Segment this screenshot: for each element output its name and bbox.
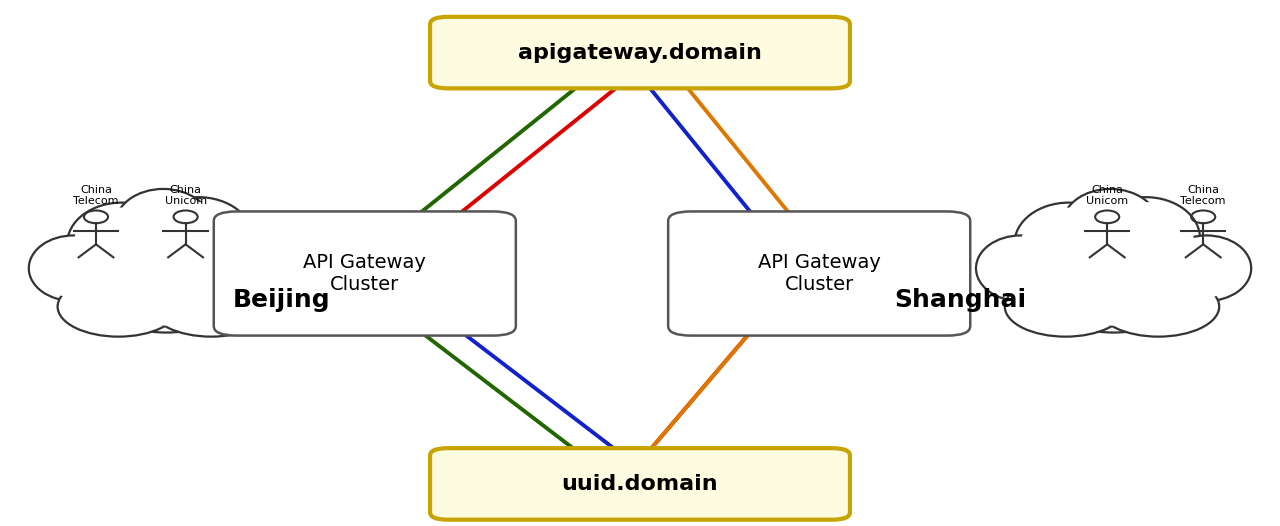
- Ellipse shape: [1014, 203, 1124, 285]
- Ellipse shape: [67, 203, 177, 285]
- FancyBboxPatch shape: [214, 211, 516, 336]
- Ellipse shape: [1091, 197, 1201, 279]
- Ellipse shape: [58, 277, 179, 337]
- Ellipse shape: [65, 280, 172, 333]
- Ellipse shape: [143, 197, 253, 279]
- Text: China
Telecom: China Telecom: [73, 185, 119, 206]
- Ellipse shape: [74, 208, 169, 280]
- Ellipse shape: [1105, 280, 1212, 333]
- Ellipse shape: [1025, 218, 1202, 332]
- FancyBboxPatch shape: [668, 211, 970, 336]
- Ellipse shape: [29, 236, 119, 301]
- Ellipse shape: [78, 218, 255, 332]
- Ellipse shape: [1098, 277, 1220, 337]
- Ellipse shape: [1069, 193, 1153, 256]
- FancyBboxPatch shape: [430, 17, 850, 88]
- Ellipse shape: [151, 277, 273, 337]
- Ellipse shape: [157, 280, 265, 333]
- Ellipse shape: [151, 202, 246, 274]
- Text: Shanghai: Shanghai: [893, 288, 1027, 312]
- Ellipse shape: [1012, 280, 1119, 333]
- Ellipse shape: [1036, 225, 1190, 326]
- Ellipse shape: [88, 225, 244, 326]
- Text: China
Unicom: China Unicom: [165, 185, 206, 206]
- Text: Beijing: Beijing: [233, 288, 330, 312]
- Ellipse shape: [1021, 208, 1116, 280]
- FancyBboxPatch shape: [430, 448, 850, 520]
- Ellipse shape: [982, 239, 1060, 297]
- Ellipse shape: [120, 193, 205, 256]
- Text: apigateway.domain: apigateway.domain: [518, 43, 762, 63]
- Ellipse shape: [1005, 277, 1126, 337]
- Ellipse shape: [215, 236, 305, 301]
- Text: uuid.domain: uuid.domain: [562, 474, 718, 494]
- Text: API Gateway
Cluster: API Gateway Cluster: [303, 253, 426, 294]
- Ellipse shape: [977, 236, 1065, 301]
- Text: China
Unicom: China Unicom: [1087, 185, 1128, 206]
- Ellipse shape: [1062, 189, 1158, 260]
- Ellipse shape: [35, 239, 113, 297]
- Text: API Gateway
Cluster: API Gateway Cluster: [758, 253, 881, 294]
- Ellipse shape: [115, 189, 211, 260]
- Text: China
Telecom: China Telecom: [1180, 185, 1226, 206]
- Ellipse shape: [1098, 202, 1193, 274]
- Ellipse shape: [220, 239, 298, 297]
- Ellipse shape: [1162, 236, 1252, 301]
- Ellipse shape: [1167, 239, 1245, 297]
